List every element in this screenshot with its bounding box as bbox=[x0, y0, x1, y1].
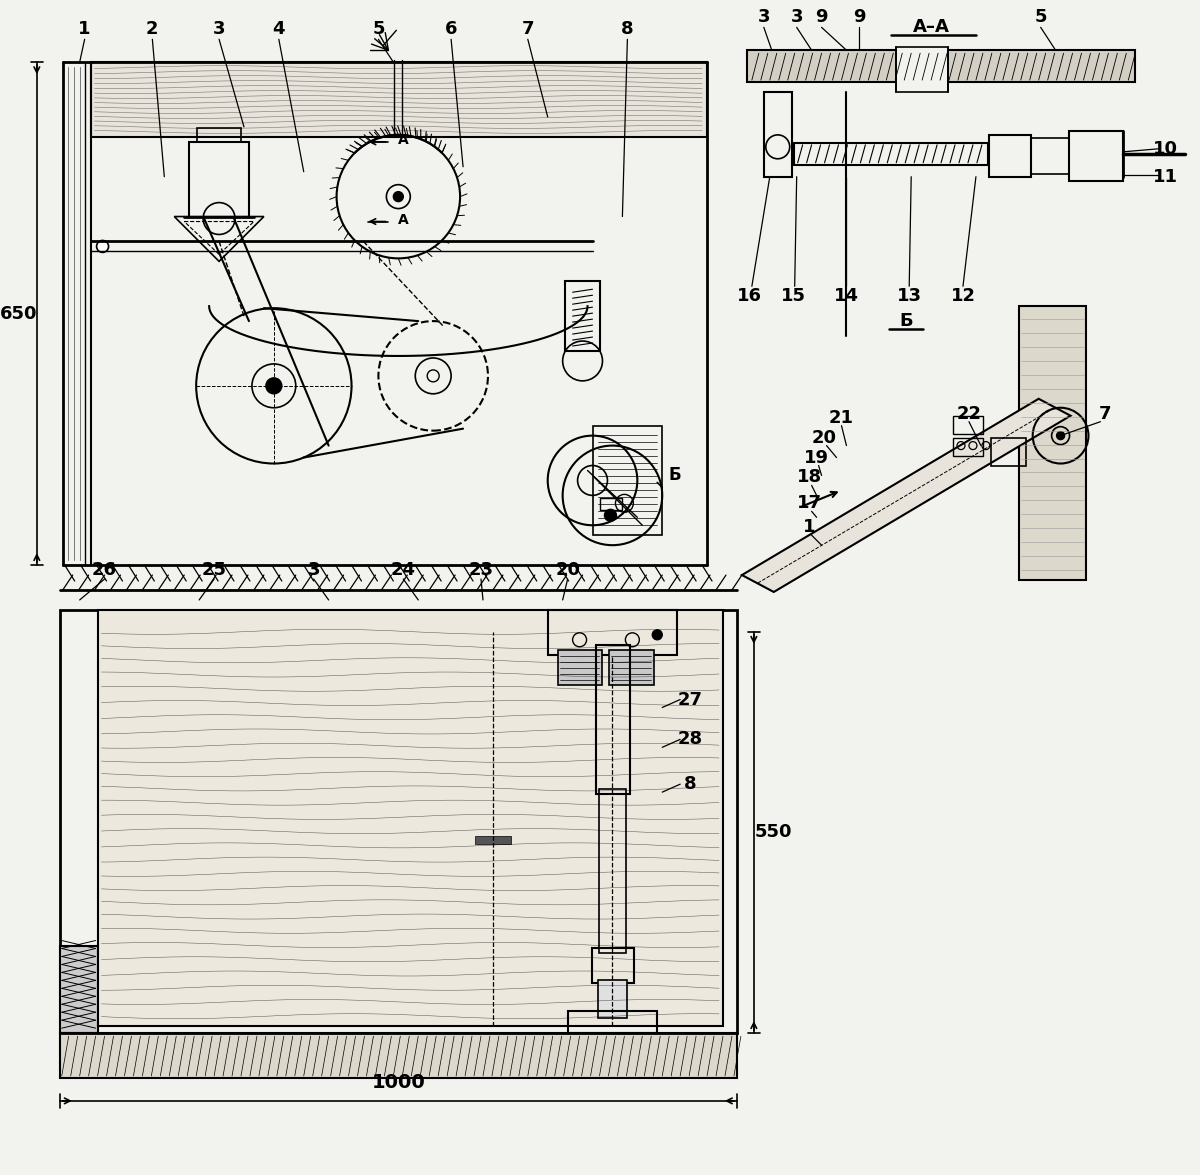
Text: 12: 12 bbox=[950, 287, 976, 306]
Bar bbox=[953, 416, 983, 434]
Text: 650: 650 bbox=[0, 304, 37, 323]
Bar bbox=[896, 47, 948, 92]
Bar bbox=[1031, 137, 1068, 174]
Text: 24: 24 bbox=[391, 562, 416, 579]
Bar bbox=[558, 650, 602, 685]
Text: A–A: A–A bbox=[913, 19, 949, 36]
Text: 26: 26 bbox=[92, 562, 118, 579]
Text: 14: 14 bbox=[834, 287, 859, 306]
Text: 1: 1 bbox=[78, 20, 91, 39]
Text: 1: 1 bbox=[803, 518, 816, 536]
Text: 5: 5 bbox=[372, 20, 385, 39]
Text: 20: 20 bbox=[812, 429, 838, 446]
Bar bbox=[1068, 130, 1123, 181]
Bar bbox=[97, 610, 722, 1026]
Polygon shape bbox=[742, 398, 1070, 592]
Text: 28: 28 bbox=[678, 731, 703, 748]
Bar bbox=[592, 948, 635, 983]
Text: 23: 23 bbox=[468, 562, 493, 579]
Bar bbox=[600, 498, 623, 510]
Bar bbox=[953, 437, 983, 456]
Text: A: A bbox=[398, 213, 409, 227]
Bar bbox=[565, 281, 600, 351]
Text: 3: 3 bbox=[791, 8, 803, 26]
Text: 3: 3 bbox=[307, 562, 320, 579]
Text: Б: Б bbox=[900, 313, 913, 330]
Bar bbox=[598, 980, 628, 1019]
Text: 3: 3 bbox=[212, 20, 226, 39]
Text: 11: 11 bbox=[1153, 168, 1177, 186]
Text: 13: 13 bbox=[896, 287, 922, 306]
Bar bbox=[91, 62, 707, 136]
Bar bbox=[190, 142, 248, 216]
Text: 6: 6 bbox=[445, 20, 457, 39]
Text: A: A bbox=[398, 133, 409, 147]
Text: 17: 17 bbox=[797, 495, 822, 512]
Text: 19: 19 bbox=[804, 449, 829, 466]
Circle shape bbox=[1056, 431, 1064, 439]
Text: 3: 3 bbox=[757, 8, 770, 26]
Text: 15: 15 bbox=[781, 287, 806, 306]
Text: 8: 8 bbox=[622, 20, 634, 39]
Text: 21: 21 bbox=[829, 409, 854, 427]
Bar bbox=[60, 946, 97, 1033]
Circle shape bbox=[653, 630, 662, 639]
Text: 16: 16 bbox=[737, 287, 762, 306]
Circle shape bbox=[394, 192, 403, 202]
Bar bbox=[197, 128, 241, 142]
Text: 10: 10 bbox=[1153, 140, 1177, 157]
Text: 8: 8 bbox=[684, 776, 696, 793]
Text: Б: Б bbox=[668, 466, 682, 484]
Bar bbox=[610, 650, 654, 685]
Bar bbox=[568, 1012, 658, 1033]
Text: 1000: 1000 bbox=[372, 1074, 425, 1093]
Text: 7: 7 bbox=[1099, 404, 1111, 423]
Text: 2: 2 bbox=[146, 20, 158, 39]
Bar bbox=[1019, 307, 1086, 580]
Bar bbox=[746, 51, 1135, 82]
Bar bbox=[547, 610, 677, 654]
Text: 27: 27 bbox=[678, 691, 703, 709]
Text: 550: 550 bbox=[755, 824, 792, 841]
Text: 9: 9 bbox=[853, 8, 865, 26]
Text: 4: 4 bbox=[272, 20, 286, 39]
Bar bbox=[793, 143, 988, 164]
Text: 7: 7 bbox=[522, 20, 534, 39]
Text: 22: 22 bbox=[956, 404, 982, 423]
Bar bbox=[60, 610, 737, 1033]
Bar bbox=[593, 425, 662, 536]
Text: 18: 18 bbox=[797, 469, 822, 486]
Bar bbox=[764, 92, 792, 176]
Bar bbox=[475, 835, 511, 844]
Circle shape bbox=[605, 509, 617, 522]
Bar bbox=[989, 135, 1031, 176]
Bar bbox=[991, 437, 1026, 465]
Text: 20: 20 bbox=[556, 562, 580, 579]
Text: 25: 25 bbox=[202, 562, 227, 579]
Bar bbox=[60, 1033, 737, 1077]
Bar bbox=[595, 645, 630, 794]
Circle shape bbox=[266, 378, 282, 394]
Text: 9: 9 bbox=[815, 8, 828, 26]
Circle shape bbox=[96, 241, 108, 253]
Text: 5: 5 bbox=[1034, 8, 1046, 26]
Bar bbox=[600, 790, 626, 953]
